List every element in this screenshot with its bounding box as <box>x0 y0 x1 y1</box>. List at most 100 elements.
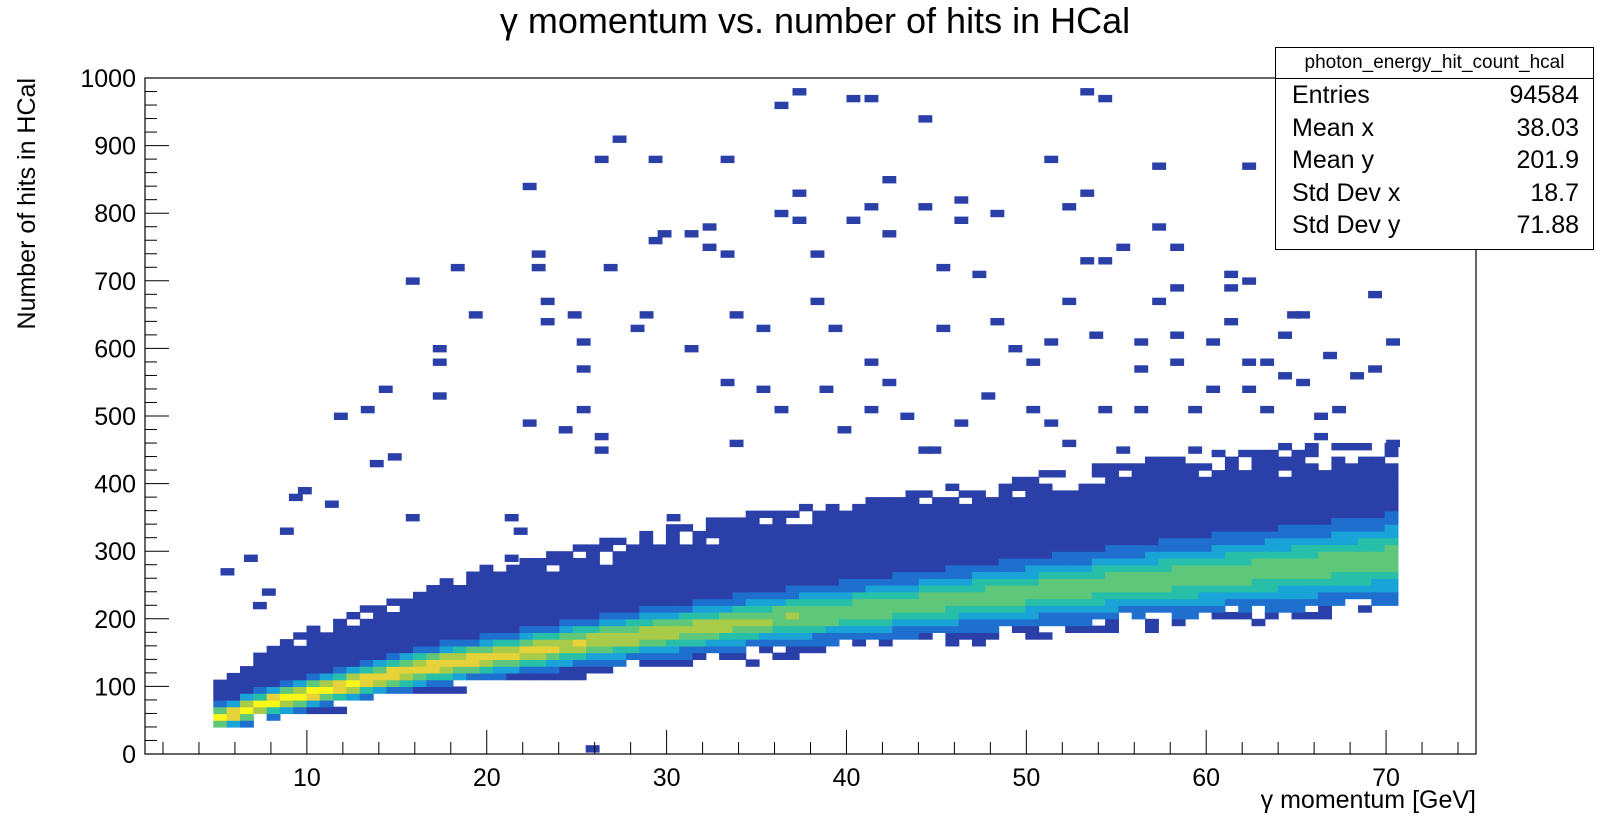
heatmap-bin <box>466 598 481 606</box>
heatmap-bin <box>732 625 747 633</box>
heatmap-bin <box>878 585 893 593</box>
heatmap-bin <box>892 585 907 593</box>
heatmap-bin <box>1314 412 1328 420</box>
heatmap-bin <box>1134 365 1149 373</box>
heatmap-bin <box>1224 551 1239 559</box>
heatmap-bin <box>799 645 813 654</box>
heatmap-bin <box>1211 578 1226 586</box>
heatmap-bin <box>985 578 1000 586</box>
heatmap-bin <box>399 679 414 687</box>
heatmap-bin <box>1291 537 1306 546</box>
heatmap-bin <box>1384 517 1399 525</box>
heatmap-bin <box>1185 530 1199 539</box>
heatmap-bin <box>1384 564 1399 573</box>
heatmap-bin <box>945 618 960 627</box>
heatmap-bin <box>1118 517 1133 525</box>
heatmap-bin <box>413 666 427 674</box>
heatmap-bin <box>519 618 534 627</box>
heatmap-bin <box>1025 524 1040 532</box>
heatmap-bin <box>1238 612 1253 620</box>
heatmap-bin <box>945 639 960 647</box>
heatmap-bin <box>452 686 467 694</box>
heatmap-bin <box>594 155 609 164</box>
heatmap-bin <box>1170 358 1185 366</box>
heatmap-bin <box>1011 605 1026 613</box>
heatmap-bin <box>1304 551 1319 559</box>
heatmap-bin <box>226 713 241 721</box>
heatmap-bin <box>799 537 813 546</box>
heatmap-bin <box>1264 483 1279 491</box>
heatmap-bin <box>405 514 420 522</box>
heatmap-bin <box>892 625 907 633</box>
heatmap-bin <box>413 605 427 613</box>
heatmap-bin <box>546 578 560 586</box>
heatmap-bin <box>572 639 587 647</box>
stats-value: 201.9 <box>1516 146 1579 174</box>
heatmap-bin <box>652 645 667 654</box>
heatmap-bin <box>586 612 600 620</box>
heatmap-bin <box>1358 476 1372 485</box>
heatmap-bin <box>386 632 401 640</box>
heatmap-bin <box>1152 223 1167 231</box>
heatmap-bin <box>506 659 521 667</box>
heatmap-bin <box>1185 510 1199 518</box>
heatmap-bin <box>572 632 587 640</box>
heatmap-bin <box>719 632 733 640</box>
heatmap-bin <box>759 524 773 532</box>
heatmap-bin <box>932 544 946 552</box>
heatmap-bin <box>1011 497 1026 505</box>
heatmap-bin <box>1131 598 1146 606</box>
heatmap-bin <box>612 612 627 620</box>
heatmap-bin <box>532 571 547 579</box>
heatmap-bin <box>812 632 827 640</box>
heatmap-bin <box>1384 470 1399 478</box>
heatmap-bin <box>945 632 960 640</box>
heatmap-bin <box>279 652 294 660</box>
heatmap-bin <box>1185 497 1199 505</box>
heatmap-bin <box>1278 524 1292 532</box>
heatmap-bin <box>665 571 680 579</box>
heatmap-bin <box>1091 544 1106 552</box>
heatmap-bin <box>519 558 534 566</box>
heatmap-bin <box>1318 497 1332 505</box>
y-tick-label: 200 <box>94 606 136 634</box>
heatmap-bin <box>1091 463 1106 471</box>
heatmap-bin <box>799 612 813 620</box>
heatmap-bin <box>599 639 614 647</box>
heatmap-bin <box>1264 558 1279 566</box>
heatmap-bin <box>532 672 547 681</box>
heatmap-bin <box>572 618 587 627</box>
heatmap-bin <box>918 530 933 539</box>
heatmap-bin <box>386 652 401 660</box>
heatmap-bin <box>1264 456 1279 464</box>
heatmap-bin <box>519 652 534 660</box>
heatmap-bin <box>785 544 800 552</box>
heatmap-bin <box>1278 372 1292 380</box>
heatmap-bin <box>945 544 960 552</box>
heatmap-bin <box>288 493 303 502</box>
heatmap-bin <box>732 598 747 606</box>
heatmap-bin <box>1131 564 1146 573</box>
heatmap-bin <box>1198 544 1213 552</box>
heatmap-bin <box>865 551 880 559</box>
heatmap-bin <box>413 612 427 620</box>
heatmap-bin <box>865 503 880 512</box>
heatmap-bin <box>679 524 694 532</box>
heatmap-bin <box>1011 578 1026 586</box>
heatmap-bin <box>386 659 401 667</box>
heatmap-bin <box>665 551 680 559</box>
heatmap-bin <box>519 625 534 633</box>
heatmap-bin <box>1098 405 1113 414</box>
heatmap-bin <box>878 571 893 579</box>
heatmap-bin <box>785 645 800 654</box>
heatmap-bin <box>1371 524 1386 532</box>
heatmap-bin <box>1251 571 1266 579</box>
heatmap-bin <box>785 652 800 660</box>
heatmap-bin <box>958 503 973 512</box>
heatmap-bin <box>1118 524 1133 532</box>
heatmap-bin <box>532 645 547 654</box>
heatmap-bin <box>918 591 933 600</box>
heatmap-bin <box>452 659 467 667</box>
heatmap-bin <box>599 564 614 573</box>
heatmap-bin <box>692 591 707 600</box>
